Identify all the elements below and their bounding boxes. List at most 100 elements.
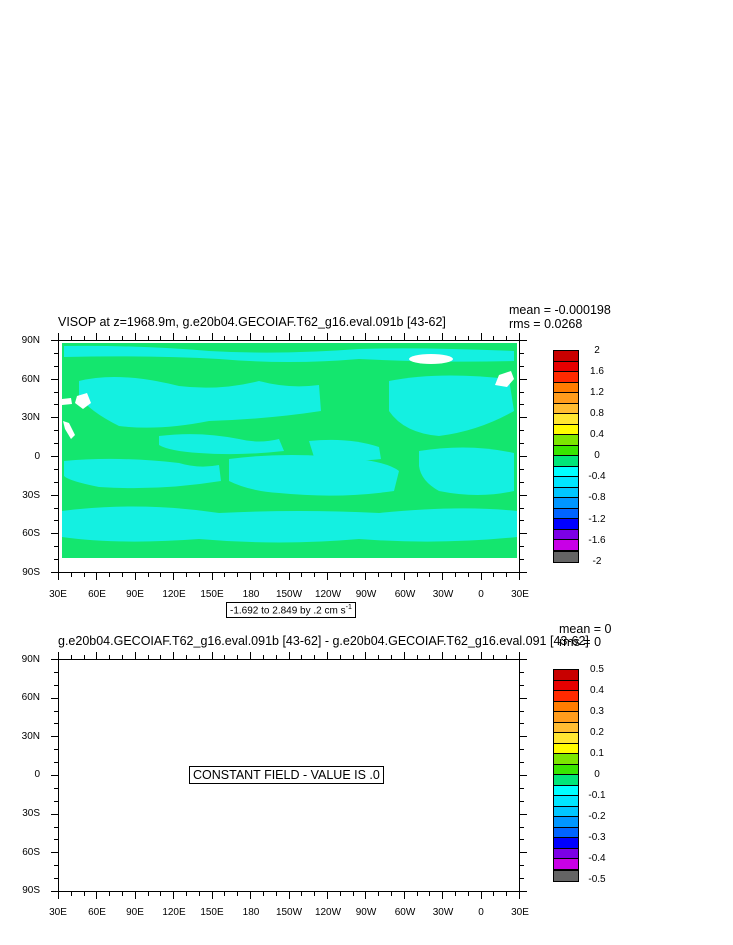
lat-tick	[51, 495, 58, 496]
legend2-swatch	[553, 795, 579, 806]
lon-tick	[365, 573, 366, 580]
lat-tick	[51, 891, 58, 892]
lon-tick	[493, 655, 494, 659]
lon-tick	[391, 336, 392, 340]
lon-tick	[224, 655, 225, 659]
lon-tick	[148, 573, 149, 577]
lon-tick	[519, 652, 520, 659]
lon-tick	[237, 892, 238, 896]
legend1-label: 0.4	[590, 429, 604, 440]
lat-tick	[54, 353, 58, 354]
lat-tick	[54, 404, 58, 405]
lon-tick	[71, 336, 72, 340]
lat-tick	[520, 379, 527, 380]
legend1-swatch	[553, 382, 579, 392]
lon-tick	[353, 573, 354, 577]
lon-tick	[468, 892, 469, 896]
lon-tick	[224, 573, 225, 577]
lon-tick	[199, 336, 200, 340]
legend1-swatch	[553, 361, 579, 371]
lon-tick	[404, 652, 405, 659]
lon-tick	[340, 892, 341, 896]
lon-tick	[519, 333, 520, 340]
lon-tick	[148, 655, 149, 659]
lon-tick	[429, 336, 430, 340]
panel2-mean: mean = 0	[559, 622, 612, 636]
lat-tick	[54, 801, 58, 802]
lon-tick	[404, 573, 405, 580]
lat-tick	[54, 366, 58, 367]
lon-tick	[506, 892, 507, 896]
lat-tick	[520, 698, 527, 699]
legend2-label: 0.4	[590, 685, 604, 696]
lon-tick	[212, 652, 213, 659]
lon-tick	[173, 892, 174, 899]
lon-tick	[429, 655, 430, 659]
lon-tick	[186, 892, 187, 896]
panel1-lon-label-150e: 150E	[200, 589, 224, 600]
legend1-swatch	[553, 529, 579, 539]
lon-tick	[429, 573, 430, 577]
legend1-label: -0.4	[588, 471, 606, 482]
lat-tick	[51, 379, 58, 380]
legend1-label: 0.8	[590, 408, 604, 419]
lat-tick	[520, 353, 524, 354]
lat-tick	[520, 865, 524, 866]
lat-tick	[520, 366, 524, 367]
lon-tick	[353, 655, 354, 659]
lat-tick	[520, 775, 527, 776]
panel2-constant-message: CONSTANT FIELD - VALUE IS .0	[189, 766, 384, 784]
lon-tick	[289, 573, 290, 580]
lat-tick	[520, 801, 524, 802]
lat-tick	[520, 891, 527, 892]
panel2-lat-label-60n: 60N	[21, 692, 40, 703]
lon-tick	[186, 573, 187, 577]
lon-tick	[481, 333, 482, 340]
lat-tick	[54, 546, 58, 547]
lon-tick	[96, 573, 97, 580]
lon-tick	[365, 333, 366, 340]
lon-tick	[224, 892, 225, 896]
legend1-swatch	[553, 371, 579, 382]
lon-tick	[250, 333, 251, 340]
lon-tick	[58, 892, 59, 899]
panel1-lon-label-30w: 30W	[432, 589, 454, 600]
legend2-swatch	[553, 848, 579, 858]
lon-tick	[468, 336, 469, 340]
lon-tick	[455, 655, 456, 659]
lon-tick	[417, 573, 418, 577]
legend1-swatch	[553, 487, 579, 497]
lon-tick	[71, 573, 72, 577]
lon-tick	[237, 655, 238, 659]
lon-tick	[263, 655, 264, 659]
lon-tick	[314, 655, 315, 659]
lat-tick	[520, 340, 527, 341]
lat-tick	[520, 443, 524, 444]
lon-tick	[199, 573, 200, 577]
panel1-lon-label-180: 180	[242, 589, 260, 600]
lon-tick	[391, 655, 392, 659]
lon-tick	[122, 573, 123, 577]
lon-tick	[378, 573, 379, 577]
legend2-label: -0.4	[588, 853, 606, 864]
panel2-lon-label-30e-end: 30E	[511, 907, 529, 918]
lon-tick	[84, 892, 85, 896]
panel2-lat-label-90n: 90N	[21, 654, 40, 665]
lat-tick	[51, 456, 58, 457]
lon-tick	[429, 892, 430, 896]
lon-tick	[378, 336, 379, 340]
lat-tick	[520, 685, 524, 686]
lon-tick	[199, 655, 200, 659]
panel2-lon-label-30w: 30W	[432, 907, 454, 918]
lon-tick	[481, 892, 482, 899]
lat-tick	[54, 559, 58, 560]
lon-tick	[417, 892, 418, 896]
legend2-swatch	[553, 732, 579, 743]
lat-tick	[520, 404, 524, 405]
legend1-swatch	[553, 497, 579, 508]
legend2-swatch	[553, 816, 579, 827]
panel2-lon-label-150w: 150W	[275, 907, 303, 918]
lon-tick	[506, 655, 507, 659]
lat-tick	[51, 340, 58, 341]
lon-tick	[109, 892, 110, 896]
